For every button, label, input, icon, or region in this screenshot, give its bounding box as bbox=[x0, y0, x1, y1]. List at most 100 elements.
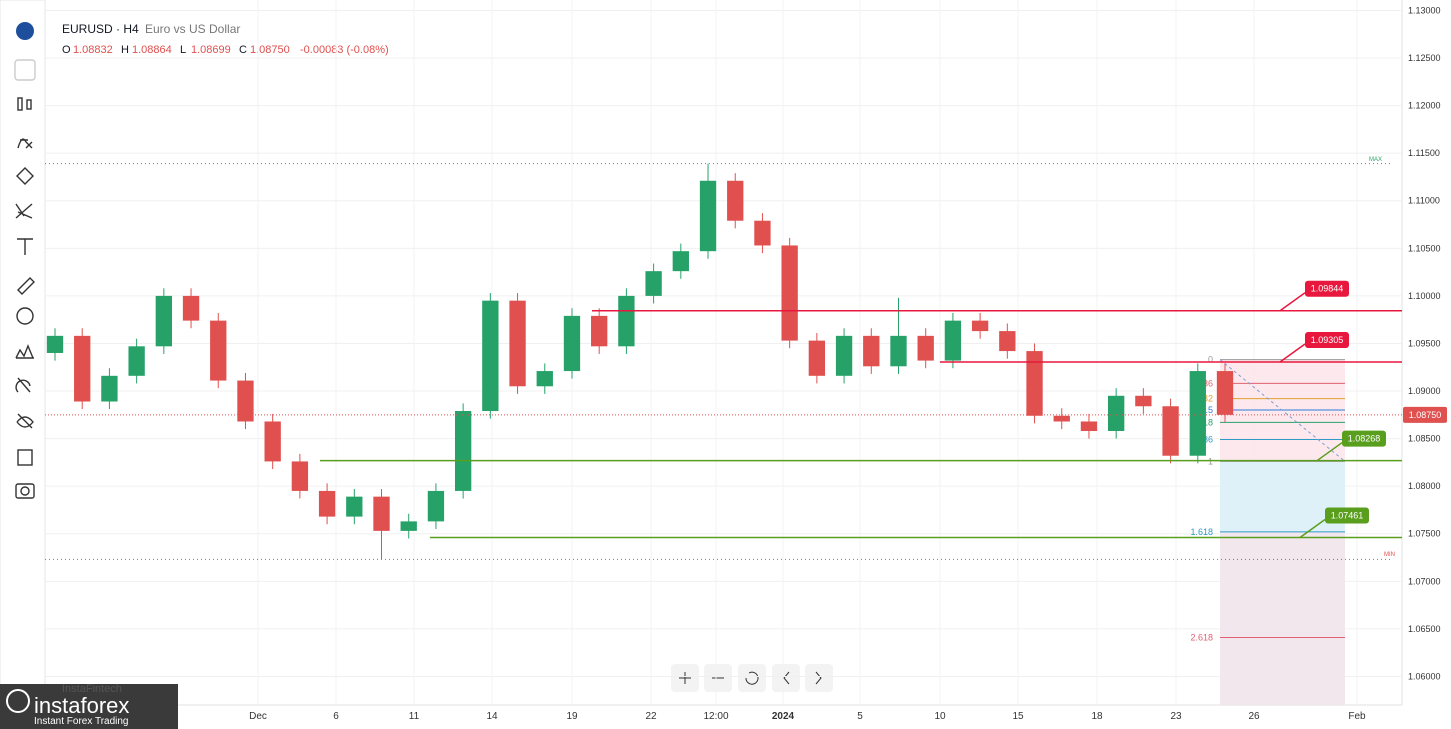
candle-body bbox=[346, 496, 363, 517]
candle-body bbox=[999, 331, 1016, 352]
level-callout bbox=[1299, 518, 1326, 539]
level-label: 1.08268 bbox=[1348, 434, 1381, 444]
fib-icon[interactable] bbox=[15, 203, 33, 219]
ohlc-key: O bbox=[62, 44, 71, 56]
scroll-left-button[interactable] bbox=[772, 664, 800, 692]
level-box bbox=[1305, 280, 1349, 297]
screenshot-icon[interactable] bbox=[15, 483, 35, 499]
scroll-right-button[interactable] bbox=[805, 664, 833, 692]
max-label: MAX bbox=[1369, 157, 1382, 163]
reset-icon bbox=[745, 671, 759, 685]
measure-icon[interactable] bbox=[15, 344, 34, 359]
candle-body bbox=[727, 180, 744, 221]
fib-label: 1.618 bbox=[1190, 527, 1213, 537]
x-tick-label: 12:00 bbox=[703, 711, 728, 722]
candles-icon-2 bbox=[26, 99, 32, 110]
candle-body bbox=[373, 496, 390, 531]
candle-body bbox=[1108, 395, 1125, 431]
ohlc-value: 1.08864 bbox=[132, 44, 172, 56]
reset-button[interactable] bbox=[738, 664, 766, 692]
left-icon bbox=[783, 671, 790, 685]
candles-icon[interactable] bbox=[17, 97, 23, 111]
emoji-icon[interactable] bbox=[16, 307, 34, 325]
candle-body bbox=[182, 295, 200, 321]
x-tick-label: 11 bbox=[409, 711, 420, 722]
level-callout bbox=[1316, 442, 1343, 462]
change: -0.00083 (-0.08%) bbox=[300, 44, 389, 56]
candle-body bbox=[754, 220, 771, 246]
fib-label: 0.5 bbox=[1200, 405, 1213, 415]
ohlc-value: 1.08699 bbox=[191, 44, 231, 56]
y-tick-label: 1.08000 bbox=[1408, 481, 1441, 491]
candle-body bbox=[237, 380, 254, 422]
logo-icon[interactable] bbox=[16, 22, 34, 40]
last-price-box bbox=[1403, 406, 1447, 423]
last-price-label: 1.08750 bbox=[1409, 410, 1442, 420]
x-tick-label: 23 bbox=[1170, 711, 1182, 722]
candle-body bbox=[1135, 395, 1152, 407]
trendline-icon[interactable] bbox=[16, 167, 34, 185]
candle-body bbox=[699, 180, 717, 252]
x-tick-label: 6 bbox=[333, 711, 339, 722]
interval-icon[interactable] bbox=[14, 59, 36, 81]
candle-body bbox=[46, 335, 64, 353]
y-tick-label: 1.06500 bbox=[1408, 624, 1441, 634]
x-tick-label: 22 bbox=[645, 711, 657, 722]
ohlc-key: H bbox=[121, 44, 129, 56]
candle-body bbox=[101, 375, 118, 402]
level-box bbox=[1325, 507, 1369, 524]
x-tick-label: 15 bbox=[1012, 711, 1024, 722]
fib-zone-pink bbox=[1220, 531, 1345, 705]
description: Euro vs US Dollar bbox=[145, 22, 240, 36]
level-label: 1.07461 bbox=[1331, 510, 1364, 520]
y-tick-label: 1.10000 bbox=[1408, 291, 1441, 301]
level-label: 1.09305 bbox=[1311, 335, 1344, 345]
x-tick-label: Feb bbox=[1348, 711, 1366, 722]
ohlc-value: 1.08832 bbox=[73, 44, 113, 56]
y-tick-label: 1.06000 bbox=[1408, 671, 1441, 681]
candle-body bbox=[482, 300, 499, 412]
source: InstaFintech bbox=[62, 683, 122, 695]
candle-body bbox=[1053, 415, 1070, 422]
candle-body bbox=[971, 320, 989, 332]
y-tick-label: 1.10500 bbox=[1408, 243, 1441, 253]
y-tick-label: 1.08500 bbox=[1408, 434, 1441, 444]
candle-body bbox=[318, 490, 336, 517]
trash-icon[interactable] bbox=[17, 449, 33, 466]
text-icon[interactable] bbox=[17, 238, 33, 255]
hide-icon[interactable] bbox=[16, 413, 34, 429]
magnet-icon[interactable] bbox=[15, 377, 31, 393]
candle-body bbox=[1026, 351, 1043, 416]
candle-body bbox=[427, 490, 445, 522]
y-tick-label: 1.09500 bbox=[1408, 338, 1441, 348]
candle-body bbox=[1162, 406, 1179, 456]
candle-body bbox=[618, 295, 635, 347]
min-label: MIN bbox=[1384, 552, 1395, 558]
candle-body bbox=[863, 335, 880, 367]
indicators-icon[interactable] bbox=[17, 138, 33, 149]
brand: instaforex bbox=[34, 693, 129, 718]
candle-body bbox=[536, 371, 553, 387]
y-tick-label: 1.12500 bbox=[1408, 53, 1441, 63]
screenshot-lens bbox=[20, 486, 30, 496]
watermark: InstaFintech instaforex Instant Forex Tr… bbox=[0, 683, 178, 729]
level-box bbox=[1342, 430, 1386, 447]
candle-body bbox=[291, 461, 309, 491]
fib-label: 0 bbox=[1208, 355, 1213, 365]
fib-label: 1 bbox=[1208, 456, 1213, 466]
zoom-in-icon bbox=[679, 672, 691, 684]
x-tick-label: 10 bbox=[934, 711, 946, 722]
y-tick-label: 1.07500 bbox=[1408, 529, 1441, 539]
candle-body bbox=[835, 335, 853, 376]
toolbar bbox=[0, 0, 46, 729]
level-callout bbox=[1279, 292, 1306, 312]
symbol: EURUSD · H4 bbox=[62, 22, 139, 36]
fib-trend bbox=[1219, 359, 1346, 462]
y-tick-label: 1.13000 bbox=[1408, 5, 1441, 15]
candle-body bbox=[264, 421, 281, 462]
brush-icon[interactable] bbox=[17, 277, 35, 295]
x-tick-label: 19 bbox=[566, 711, 578, 722]
y-tick-label: 1.09000 bbox=[1408, 386, 1441, 396]
